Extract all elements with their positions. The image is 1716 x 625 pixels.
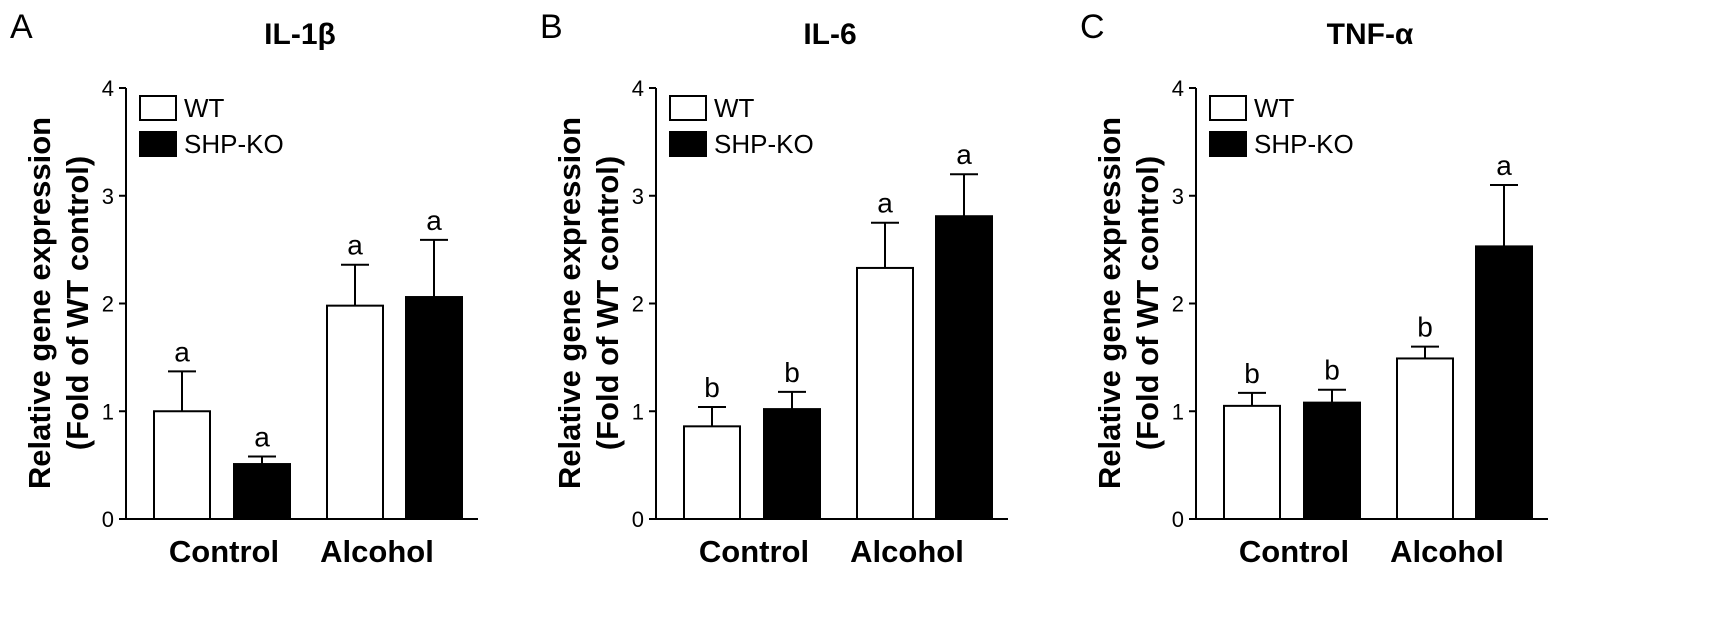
panel-c: C TNF-α Relative gene expression (Fold of W… [1080,8,1548,569]
y-tick-label: 0 [1172,507,1184,532]
y-axis-label: Relative gene expression [552,117,587,489]
legend-label: SHP-KO [184,129,284,159]
bar-wt-control [153,410,211,520]
bar-shp-ko-control [763,408,821,520]
x-category-label: Alcohol [320,534,434,569]
y-tick-label: 1 [1172,399,1184,424]
x-category-label: Alcohol [850,534,964,569]
significance-label: b [1417,312,1433,343]
significance-label: a [1496,150,1512,181]
y-axis-label: Relative gene expression [1092,117,1127,489]
y-tick-label: 0 [102,507,114,532]
bar-shp-ko-control [1303,401,1361,521]
y-tick-label: 3 [1172,184,1184,209]
significance-label: a [254,422,270,453]
legend-swatch [139,131,177,157]
y-tick-label: 1 [632,399,644,424]
panel-title: IL-1β [264,18,336,51]
significance-label: b [704,372,720,403]
significance-label: a [347,230,363,261]
y-axis-label-secondary: (Fold of WT control) [1130,156,1165,450]
legend-label: SHP-KO [714,129,814,159]
y-tick-label: 3 [632,184,644,209]
x-category-label: Control [699,534,809,569]
y-tick-label: 1 [102,399,114,424]
legend-label: SHP-KO [1254,129,1354,159]
legend-swatch [669,131,707,157]
x-category-label: Alcohol [1390,534,1504,569]
x-category-label: Control [169,534,279,569]
x-category-label: Control [1239,534,1349,569]
panel-letter: B [540,8,563,46]
bar-wt-control [1223,404,1281,520]
significance-label: b [784,357,800,388]
bar-shp-ko-alcohol [405,296,463,520]
panel-title: IL-6 [803,18,856,51]
legend-swatch [1209,131,1247,157]
bar-wt-alcohol [856,266,914,520]
significance-label: a [877,188,893,219]
y-tick-label: 2 [102,292,114,317]
legend-swatch [669,95,707,121]
y-axis-label-secondary: (Fold of WT control) [60,156,95,450]
panel-title: TNF-α [1327,18,1414,51]
significance-label: a [174,336,190,367]
panel-a: A IL-1β Relative gene expression (Fold of W… [10,8,478,569]
bar-shp-ko-alcohol [1475,245,1533,521]
y-tick-label: 2 [1172,292,1184,317]
y-tick-label: 4 [102,76,114,101]
legend-swatch [139,95,177,121]
y-axis-label: Relative gene expression [22,117,57,489]
y-axis-label-secondary: (Fold of WT control) [590,156,625,450]
legend-swatch [1209,95,1247,121]
bar-shp-ko-alcohol [935,215,993,520]
y-tick-label: 0 [632,507,644,532]
legend-label: WT [1254,93,1295,123]
bar-wt-control [683,425,741,520]
y-tick-label: 4 [1172,76,1184,101]
significance-label: a [426,205,442,236]
significance-label: b [1324,355,1340,386]
significance-label: a [956,139,972,170]
bar-wt-alcohol [326,304,384,520]
significance-label: b [1244,358,1260,389]
y-tick-label: 3 [102,184,114,209]
panel-letter: C [1080,8,1105,46]
bar-shp-ko-control [233,463,291,520]
y-tick-label: 2 [632,292,644,317]
legend-label: WT [714,93,755,123]
bar-wt-alcohol [1396,357,1454,521]
panel-letter: A [10,8,33,46]
panel-b: B IL-6 Relative gene expression (Fold of WT… [540,8,1008,569]
y-tick-label: 4 [632,76,644,101]
legend-label: WT [184,93,225,123]
